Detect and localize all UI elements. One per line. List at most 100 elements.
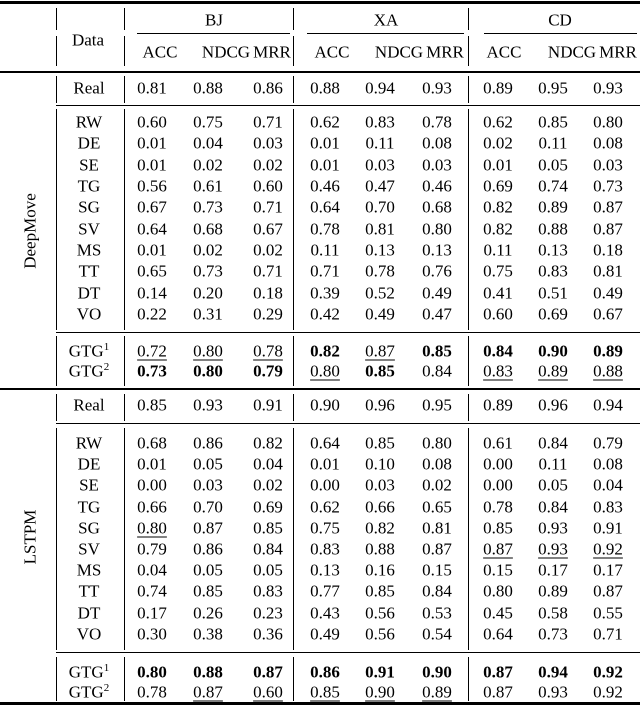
table-cell: 0.82 bbox=[253, 433, 283, 453]
row-label-superscript: 2 bbox=[103, 360, 110, 373]
table-cell: 0.75 bbox=[310, 518, 340, 538]
table-cell: 0.93 bbox=[422, 78, 452, 98]
table-cell: 0.77 bbox=[310, 581, 340, 601]
subcol-cd-ndcg: NDCG bbox=[547, 42, 597, 62]
table-cell: 0.47 bbox=[422, 304, 452, 324]
table-cell: 0.55 bbox=[593, 603, 623, 623]
table-cell: 0.61 bbox=[193, 176, 223, 196]
col-group-xa: XA bbox=[373, 10, 399, 30]
table-cell: 0.11 bbox=[365, 133, 395, 153]
table-cell: 0.15 bbox=[422, 560, 452, 580]
table-cell: 0.66 bbox=[365, 497, 395, 517]
table-cell: 0.10 bbox=[365, 454, 395, 474]
table-cell: 0.05 bbox=[193, 454, 223, 474]
row-label: DE bbox=[77, 454, 101, 474]
table-cell: 0.87 bbox=[483, 539, 513, 559]
table-cell: 0.89 bbox=[538, 581, 568, 601]
table-cell: 0.52 bbox=[365, 283, 395, 303]
subcol-bj-ndcg: NDCG bbox=[201, 42, 251, 62]
table-cell: 0.03 bbox=[365, 475, 395, 495]
column-divider bbox=[124, 657, 125, 701]
column-divider bbox=[293, 336, 294, 386]
table-cell: 0.87 bbox=[365, 341, 395, 361]
row-label: GTG2 bbox=[68, 360, 110, 381]
table-cell: 0.81 bbox=[365, 219, 395, 239]
table-cell: 0.80 bbox=[310, 361, 340, 381]
table-cell: 0.13 bbox=[538, 240, 568, 260]
column-divider bbox=[56, 8, 57, 30]
table-cell: 0.49 bbox=[310, 624, 340, 644]
table-cell: 0.66 bbox=[137, 497, 167, 517]
table-cell: 0.87 bbox=[193, 682, 223, 702]
table-cell: 0.85 bbox=[538, 112, 568, 132]
table-cell: 0.88 bbox=[538, 219, 568, 239]
cmidrule-lstpm-real bbox=[56, 423, 640, 424]
table-cell: 0.84 bbox=[483, 341, 513, 361]
row-label: DT bbox=[77, 283, 101, 303]
table-cell: 0.71 bbox=[310, 261, 340, 281]
table-cell: 0.86 bbox=[253, 78, 283, 98]
table-cell: 0.00 bbox=[483, 454, 513, 474]
table-cell: 0.54 bbox=[422, 624, 452, 644]
column-divider bbox=[56, 394, 57, 421]
table-cell: 0.86 bbox=[193, 539, 223, 559]
table-cell: 0.02 bbox=[483, 133, 513, 153]
subcol-cd-mrr: MRR bbox=[599, 42, 637, 62]
table-cell: 0.85 bbox=[310, 682, 340, 702]
column-divider bbox=[468, 394, 469, 421]
table-cell: 0.86 bbox=[310, 662, 340, 682]
table-cell: 0.22 bbox=[137, 304, 167, 324]
table-cell: 0.85 bbox=[137, 395, 167, 415]
table-cell: 0.78 bbox=[422, 112, 452, 132]
table-cell: 0.68 bbox=[193, 219, 223, 239]
table-cell: 0.68 bbox=[137, 433, 167, 453]
subcol-xa-acc: ACC bbox=[314, 42, 350, 62]
table-cell: 0.01 bbox=[310, 133, 340, 153]
row-label: DT bbox=[77, 603, 101, 623]
table-cell: 0.62 bbox=[310, 112, 340, 132]
table-cell: 0.64 bbox=[310, 433, 340, 453]
table-cell: 0.87 bbox=[422, 539, 452, 559]
cmidrule-deepmove-real bbox=[56, 105, 640, 106]
row-label: TG bbox=[77, 497, 101, 517]
table-cell: 0.05 bbox=[193, 560, 223, 580]
row-label: MS bbox=[76, 560, 102, 580]
column-divider bbox=[124, 109, 125, 330]
table-cell: 0.60 bbox=[253, 176, 283, 196]
column-divider bbox=[124, 336, 125, 386]
column-divider bbox=[56, 428, 57, 650]
table-cell: 0.60 bbox=[137, 112, 167, 132]
table-cell: 0.83 bbox=[483, 361, 513, 381]
table-cell: 0.13 bbox=[422, 240, 452, 260]
table-cell: 0.49 bbox=[593, 283, 623, 303]
column-divider bbox=[56, 36, 57, 66]
table-cell: 0.01 bbox=[310, 454, 340, 474]
column-divider bbox=[468, 428, 469, 650]
table-cell: 0.87 bbox=[593, 581, 623, 601]
table-cell: 0.67 bbox=[593, 304, 623, 324]
table-cell: 0.84 bbox=[538, 433, 568, 453]
table-cell: 0.68 bbox=[422, 197, 452, 217]
table-cell: 0.05 bbox=[538, 155, 568, 175]
table-cell: 0.90 bbox=[422, 662, 452, 682]
table-cell: 0.49 bbox=[365, 304, 395, 324]
table-cell: 0.91 bbox=[253, 395, 283, 415]
table-cell: 0.96 bbox=[538, 395, 568, 415]
table-cell: 0.67 bbox=[137, 197, 167, 217]
table-cell: 0.81 bbox=[137, 78, 167, 98]
table-cell: 0.46 bbox=[310, 176, 340, 196]
table-cell: 0.71 bbox=[253, 197, 283, 217]
table-cell: 0.02 bbox=[193, 155, 223, 175]
table-cell: 0.93 bbox=[593, 78, 623, 98]
table-cell: 0.80 bbox=[137, 662, 167, 682]
row-label: GTG1 bbox=[68, 661, 110, 682]
column-divider bbox=[468, 8, 469, 30]
table-cell: 0.85 bbox=[483, 518, 513, 538]
table-cell: 0.85 bbox=[422, 341, 452, 361]
table-cell: 0.78 bbox=[483, 497, 513, 517]
table-cell: 0.78 bbox=[253, 341, 283, 361]
table-cell: 0.01 bbox=[483, 155, 513, 175]
table-cell: 0.08 bbox=[593, 133, 623, 153]
row-label: GTG2 bbox=[68, 681, 110, 702]
table-cell: 0.03 bbox=[193, 475, 223, 495]
